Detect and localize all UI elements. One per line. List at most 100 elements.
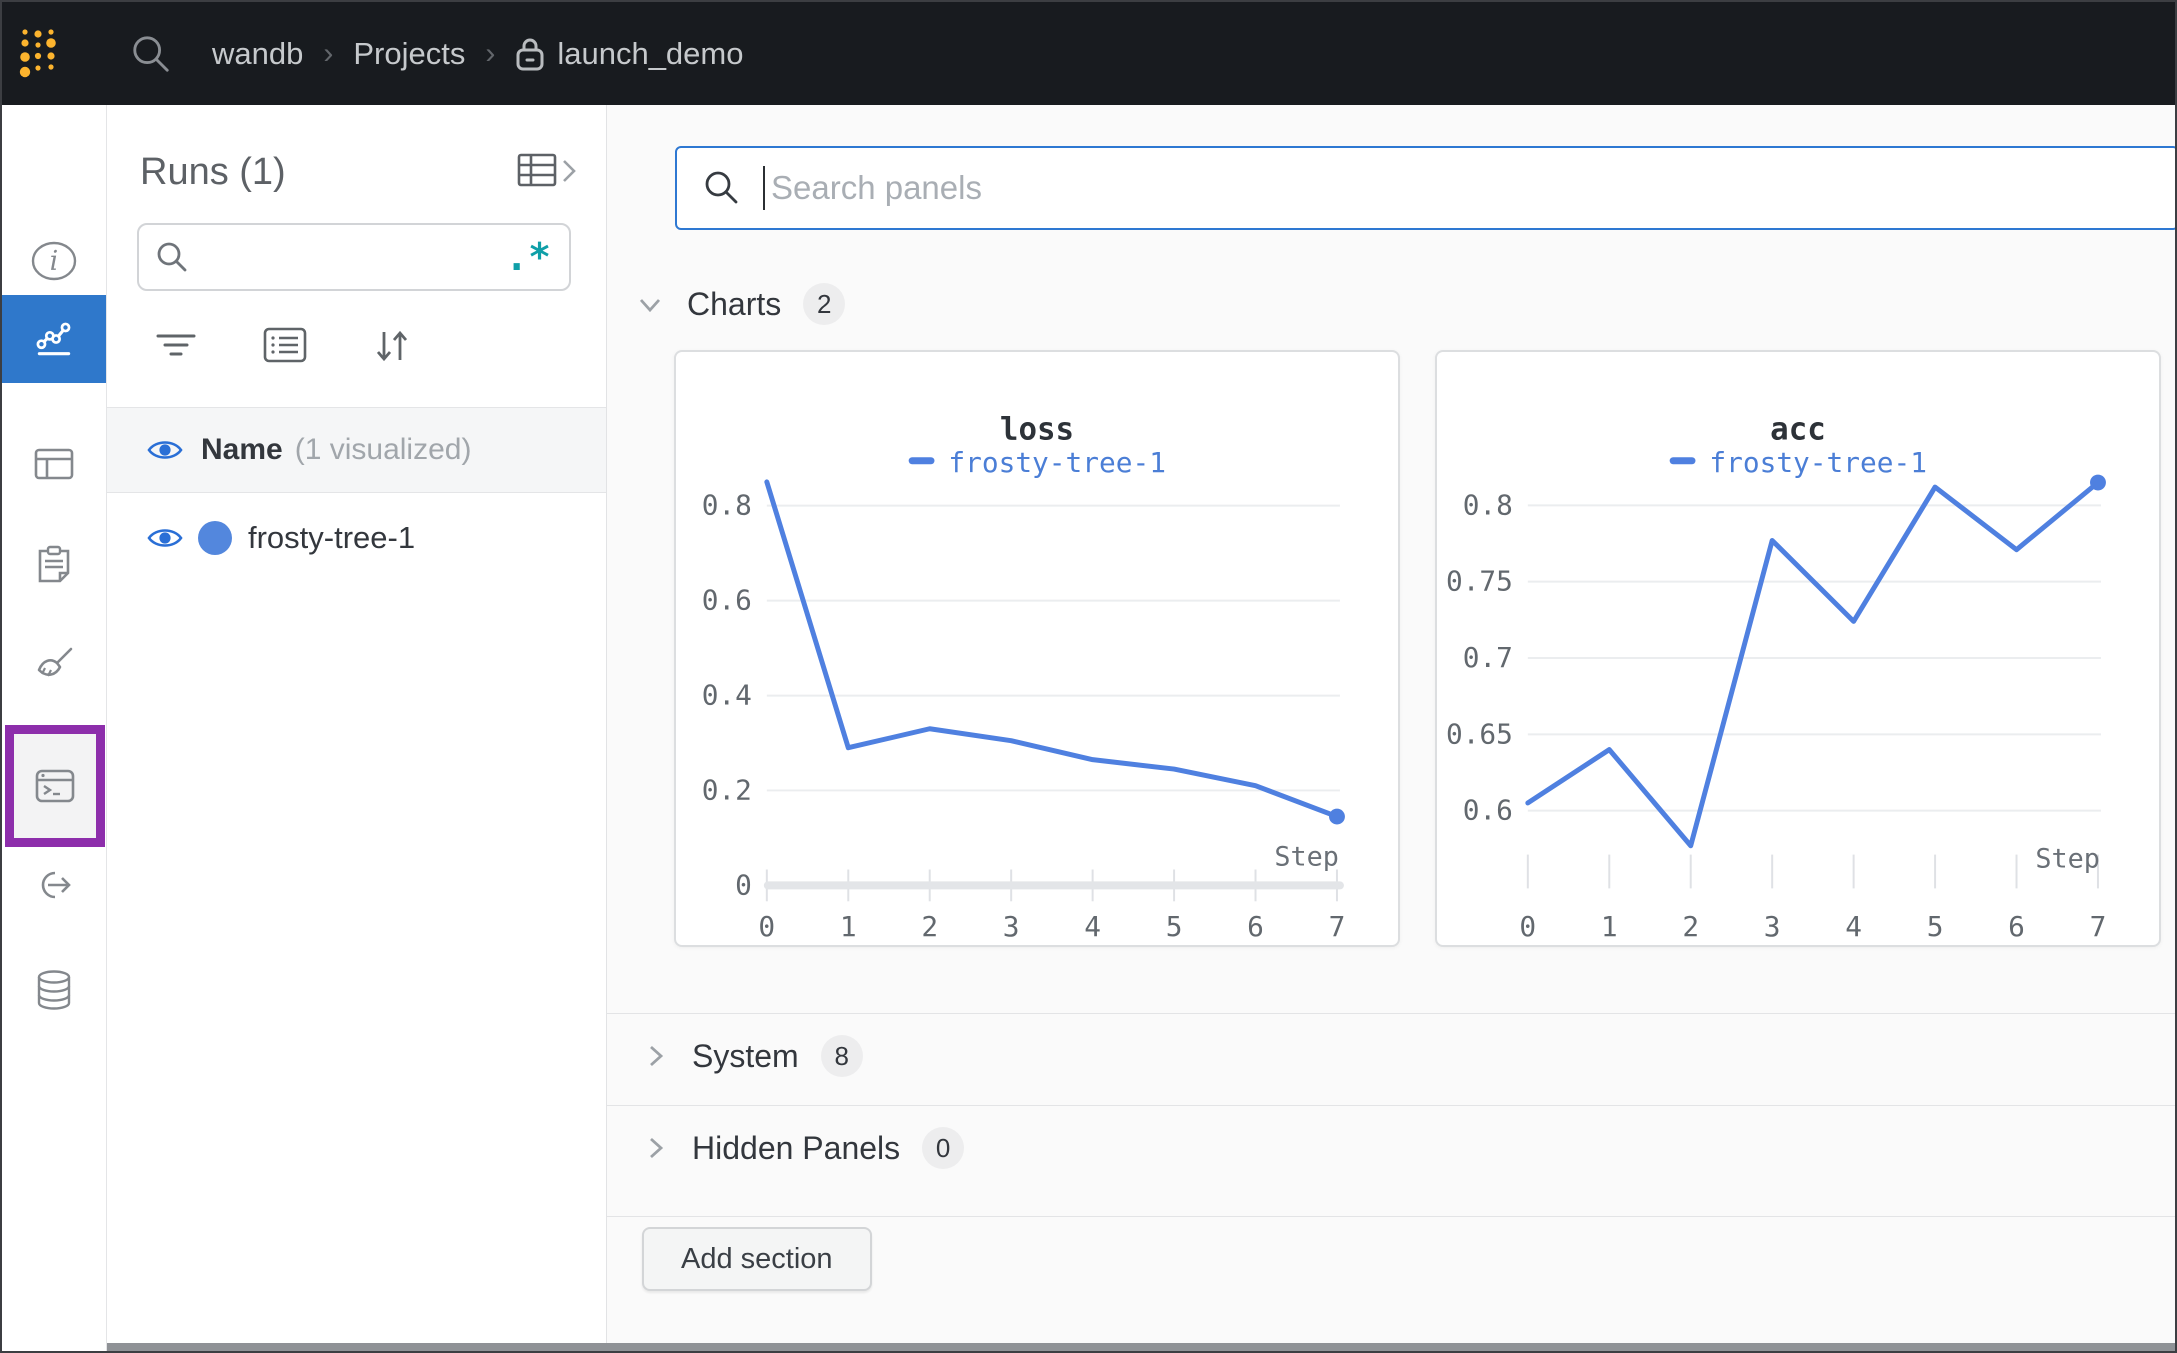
runs-list-header-row: Name (1 visualized) <box>107 407 606 493</box>
breadcrumb-projects[interactable]: Projects <box>353 35 466 71</box>
text-cursor <box>763 166 765 210</box>
svg-text:5: 5 <box>1166 910 1183 943</box>
run-color-dot[interactable] <box>198 521 232 555</box>
section-count-badge: 8 <box>820 1035 863 1077</box>
chevron-down-icon <box>639 299 661 313</box>
breadcrumb-separator: › <box>485 36 496 70</box>
svg-text:2: 2 <box>921 910 938 943</box>
section-label: Hidden Panels <box>692 1129 901 1166</box>
svg-text:0.4: 0.4 <box>702 679 752 712</box>
svg-text:6: 6 <box>1247 910 1264 943</box>
section-header-system[interactable]: System 8 <box>640 1035 863 1077</box>
svg-text:0.8: 0.8 <box>702 489 752 522</box>
panel-search-box <box>675 146 2175 230</box>
runs-table-icon <box>517 153 557 187</box>
chevron-right-icon <box>650 1045 664 1067</box>
svg-text:5: 5 <box>1927 910 1944 943</box>
svg-text:acc: acc <box>1770 411 1826 447</box>
info-icon: i <box>31 241 77 281</box>
chart-panel-acc[interactable]: 0.6 0.65 0.7 0.75 0.8 0 1 2 3 4 5 6 7 Step acc frosty-t… <box>1435 350 2161 947</box>
database-icon <box>37 970 71 1010</box>
svg-text:Step: Step <box>2035 844 2100 875</box>
section-header-hidden-panels[interactable]: Hidden Panels 0 <box>640 1127 965 1169</box>
filter-icon[interactable] <box>156 327 196 363</box>
group-list-icon[interactable] <box>263 327 307 363</box>
sidebar-item-overview[interactable]: i <box>2 217 106 305</box>
horizontal-scrollbar[interactable] <box>107 1343 2175 1351</box>
sidebar-item-reports[interactable] <box>2 521 106 609</box>
search-icon <box>157 242 187 272</box>
sidebar-item-sweeps[interactable] <box>2 622 106 710</box>
acc-line-chart: 0.6 0.65 0.7 0.75 0.8 0 1 2 3 4 5 6 7 Step accfrosty-t… <box>1446 411 2106 943</box>
add-section-button[interactable]: Add section <box>642 1227 872 1291</box>
panel-search-input[interactable] <box>771 169 2175 207</box>
svg-text:0.6: 0.6 <box>702 584 752 617</box>
lock-icon <box>516 38 544 70</box>
section-count-badge: 2 <box>803 283 846 325</box>
section-header-charts[interactable]: Charts 2 <box>635 283 846 325</box>
sidebar-item-artifacts[interactable] <box>2 946 106 1034</box>
link-arrow-icon <box>41 871 71 899</box>
section-divider <box>607 1105 2175 1106</box>
svg-text:frosty-tree-1: frosty-tree-1 <box>948 446 1166 479</box>
svg-text:0: 0 <box>758 910 775 943</box>
regex-toggle-icon[interactable]: .* <box>505 234 551 279</box>
runs-panel-title: Runs (1) <box>140 151 286 193</box>
sidebar-item-workspace[interactable] <box>2 295 106 383</box>
svg-text:1: 1 <box>1601 910 1618 943</box>
breadcrumb-project[interactable]: launch_demo <box>515 36 743 72</box>
svg-text:0.65: 0.65 <box>1446 717 1513 750</box>
sidebar-item-automations[interactable] <box>2 841 106 929</box>
sidebar-item-jobs[interactable] <box>5 725 105 847</box>
runs-toolbar <box>107 327 606 367</box>
runs-panel: Runs (1) .* <box>107 105 607 1351</box>
section-label: Charts <box>687 285 782 322</box>
breadcrumb-entity[interactable]: wandb <box>212 35 304 71</box>
run-list-item[interactable]: frosty-tree-1 <box>107 493 606 583</box>
run-name: frosty-tree-1 <box>248 520 416 555</box>
sidebar-item-runs-table[interactable] <box>2 420 106 508</box>
svg-text:0.2: 0.2 <box>702 773 752 806</box>
clipboard-icon <box>38 545 70 583</box>
loss-line-chart: 0 0.2 0.4 0.6 0.8 0 1 2 3 4 5 6 7 Step lossfrosty-tree… <box>702 411 1346 943</box>
sort-icon[interactable] <box>372 327 412 365</box>
runs-search-input[interactable] <box>203 241 506 273</box>
svg-text:6: 6 <box>2008 910 2025 943</box>
svg-text:7: 7 <box>1329 910 1346 943</box>
table-icon <box>34 448 74 480</box>
chart-panel-loss[interactable]: 0 0.2 0.4 0.6 0.8 0 1 2 3 4 5 6 7 Step loss frosty-tree… <box>674 350 1400 947</box>
section-count-badge: 0 <box>922 1127 965 1169</box>
expand-runs-table-button[interactable] <box>517 153 579 189</box>
svg-text:1: 1 <box>840 910 857 943</box>
left-nav-rail: i <box>2 105 107 1351</box>
svg-text:4: 4 <box>1084 910 1101 943</box>
section-label: System <box>692 1037 799 1074</box>
visibility-eye-icon[interactable] <box>147 437 183 463</box>
svg-text:2: 2 <box>1682 910 1699 943</box>
chevron-right-icon <box>650 1137 664 1159</box>
svg-text:0.75: 0.75 <box>1446 565 1513 598</box>
terminal-window-icon <box>35 769 75 803</box>
runs-header-visualized-label: (1 visualized) <box>294 433 472 466</box>
runs-header-name-label: Name <box>201 433 283 466</box>
svg-text:0: 0 <box>735 868 752 901</box>
chevron-right-icon <box>563 160 576 182</box>
top-bar: wandb › Projects › launch_demo <box>2 2 2175 105</box>
line-chart-icon <box>36 322 71 356</box>
runs-search-box: .* <box>137 223 571 291</box>
svg-text:4: 4 <box>1845 910 1862 943</box>
broom-icon <box>37 647 73 677</box>
breadcrumb: wandb › Projects › launch_demo <box>212 36 743 72</box>
wandb-logo-icon[interactable] <box>18 25 58 83</box>
svg-text:frosty-tree-1: frosty-tree-1 <box>1709 446 1927 479</box>
svg-text:loss: loss <box>1000 411 1074 447</box>
visibility-eye-icon[interactable] <box>147 525 183 551</box>
svg-text:0.6: 0.6 <box>1463 794 1513 827</box>
svg-text:0.7: 0.7 <box>1463 641 1513 674</box>
workspace-main: Charts 2 00.20.40.60.801234567Steplossfr… <box>607 105 2175 1351</box>
section-divider <box>607 1013 2175 1014</box>
search-icon[interactable] <box>130 33 172 75</box>
svg-text:i: i <box>50 246 59 277</box>
svg-text:Step: Step <box>1274 842 1339 873</box>
